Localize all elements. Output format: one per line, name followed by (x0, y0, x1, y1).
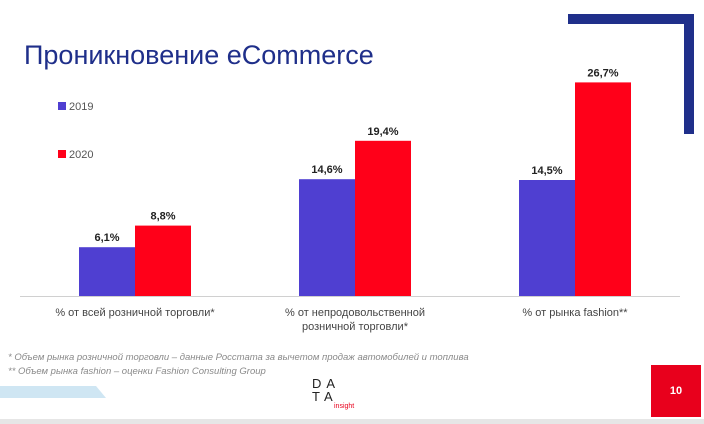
data-label-2020-1: 19,4% (367, 126, 398, 138)
bottom-rule (0, 419, 704, 424)
bar-2019-1 (299, 179, 355, 296)
category-label-1-0: % от непродовольственной (285, 307, 425, 319)
corner-accent-light-blue (0, 386, 106, 398)
category-label-2-0: % от рынка fashion** (522, 307, 628, 319)
slide-title: Проникновение eCommerce (24, 40, 374, 70)
logo-line-1: DA (312, 376, 341, 391)
data-label-2019-1: 14,6% (311, 164, 342, 176)
legend-swatch-2019 (58, 102, 66, 110)
legend-label-2019: 2019 (69, 101, 93, 113)
category-label-1-1: розничной торговли* (302, 321, 409, 333)
data-label-2020-0: 8,8% (150, 211, 175, 223)
legend-label-2020: 2020 (69, 149, 93, 161)
bar-2020-2 (575, 82, 631, 297)
category-label-0-0: % от всей розничной торговли* (55, 307, 215, 319)
data-insight-logo: DA TA insight (312, 376, 362, 412)
bar-2020-0 (135, 225, 191, 296)
data-label-2019-0: 6,1% (94, 232, 119, 244)
page-number: 10 (669, 385, 683, 397)
bar-2019-2 (519, 180, 575, 296)
footnote-1: * Объем рынка розничной торговли – данны… (8, 352, 469, 363)
bar-2020-1 (355, 140, 411, 296)
page-number-badge: 10 (651, 365, 701, 417)
legend-swatch-2020 (58, 150, 66, 158)
data-label-2020-2: 26,7% (587, 67, 618, 79)
logo-line-2: TA (312, 389, 338, 404)
footnote-2: ** Объем рынка fashion – оценки Fashion … (8, 366, 266, 377)
logo-sub: insight (334, 403, 355, 410)
bar-2019-0 (79, 247, 135, 296)
data-label-2019-2: 14,5% (531, 165, 562, 177)
